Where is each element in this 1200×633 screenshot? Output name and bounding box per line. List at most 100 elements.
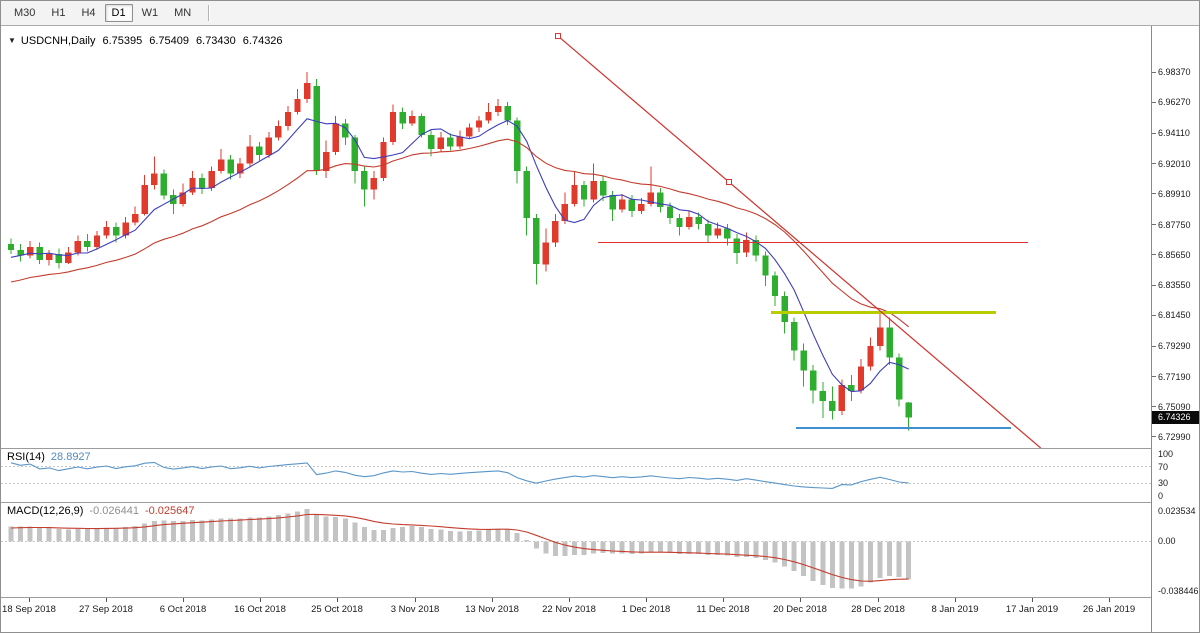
date-axis-tick [106, 598, 107, 602]
date-axis-label: 11 Dec 2018 [696, 604, 750, 615]
macd-axis-label: 0.023534 [1158, 506, 1196, 516]
date-axis-label: 26 Jan 2019 [1082, 604, 1136, 615]
panel-separator[interactable] [1, 448, 1199, 449]
date-axis-label: 17 Jan 2019 [1005, 604, 1059, 615]
price-axis-tick [1152, 345, 1156, 347]
date-axis-tick [260, 598, 261, 602]
date-axis-label: 13 Nov 2018 [465, 604, 519, 615]
toolbar-separator [208, 5, 211, 21]
panel-separator[interactable] [1, 597, 1199, 598]
price-axis-label: 6.94110 [1158, 128, 1190, 139]
ohlc-high-value: 6.75409 [149, 35, 190, 47]
rsi-panel-canvas[interactable] [1, 449, 1151, 502]
date-axis-label: 27 Sep 2018 [79, 604, 133, 615]
price-axis-tick [1152, 314, 1156, 316]
date-axis-label: 22 Nov 2018 [542, 604, 596, 615]
macd-histogram [8, 509, 912, 589]
timeframe-button-d1[interactable]: D1 [104, 4, 133, 22]
timeframe-button-h1[interactable]: H1 [51, 7, 66, 19]
date-axis-tick [337, 598, 338, 602]
date-axis-tick [183, 598, 184, 602]
rsi-value: 28.8927 [50, 451, 91, 463]
macd-panel-canvas[interactable] [1, 503, 1151, 597]
date-axis-label: 8 Jan 2019 [931, 604, 979, 615]
date-axis-label: 3 Nov 2018 [390, 604, 440, 615]
panel-separator[interactable] [1, 502, 1199, 503]
macd-header: MACD(12,26,9) -0.026441 -0.025647 [7, 505, 195, 517]
date-axis-tick [1109, 598, 1110, 602]
trendline-object[interactable] [557, 35, 1042, 448]
price-axis-label: 6.92010 [1158, 158, 1191, 169]
rsi-axis-label: 0 [1158, 491, 1164, 501]
chart-title: ▼ USDCNH,Daily 6.75395 6.75409 6.73430 6.7432… [8, 35, 283, 47]
price-axis-label: 6.83550 [1158, 280, 1191, 291]
date-axis-tick [800, 598, 801, 602]
price-axis-label: 6.75090 [1158, 401, 1191, 412]
price-axis-label: 6.96270 [1158, 97, 1191, 108]
price-axis-tick [1152, 224, 1156, 226]
macd-axis-label: 0.00 [1158, 536, 1176, 547]
candles-layer [7, 72, 912, 431]
timeframe-button-h4[interactable]: H4 [81, 7, 96, 19]
date-axis-label: 25 Oct 2018 [311, 604, 363, 615]
macd-main-value: -0.026441 [89, 505, 139, 517]
date-axis-tick [1032, 598, 1033, 602]
date-axis-tick [29, 598, 30, 602]
price-axis-tick [1152, 376, 1156, 377]
price-axis-tick [1152, 284, 1156, 286]
ma-fast-line [10, 118, 909, 393]
date-axis-label: 16 Oct 2018 [234, 604, 286, 615]
date-axis-tick [878, 598, 879, 602]
date-axis-label: 6 Oct 2018 [159, 604, 207, 615]
price-axis-label: 6.72990 [1158, 431, 1191, 442]
current-price-badge: 6.74326 [1152, 411, 1199, 425]
price-axis-label: 6.89910 [1158, 188, 1191, 199]
price-axis[interactable]: 6.98370 6.96270 6.94110 6.92010 6.89910 6.877… [1151, 26, 1199, 632]
chart-menu-triangle-icon[interactable]: ▼ [8, 36, 16, 45]
date-axis-tick [955, 598, 956, 602]
rsi-axis-label: 30 [1158, 478, 1169, 489]
chart-window: ▼ USDCNH,Daily 6.75395 6.75409 6.73430 6.7432… [1, 26, 1199, 632]
date-axis-tick [492, 598, 493, 602]
trendline-anchor-handle[interactable] [726, 179, 732, 186]
symbol-label: USDCNH,Daily [20, 35, 96, 47]
date-axis-tick [646, 598, 647, 602]
ohlc-open-value: 6.75395 [102, 35, 143, 47]
timeframe-button-w1[interactable]: W1 [141, 7, 159, 19]
price-axis-label: 6.81450 [1158, 310, 1191, 321]
rsi-axis-label: 100 [1158, 449, 1174, 459]
date-axis-tick [569, 598, 570, 602]
price-axis-tick [1152, 163, 1156, 164]
trendline-anchor-handle[interactable] [555, 33, 561, 40]
rsi-line [10, 461, 909, 489]
price-axis-tick [1152, 254, 1156, 256]
price-axis-tick [1152, 71, 1156, 73]
date-axis-tick [415, 598, 416, 602]
date-axis-tick [723, 598, 724, 602]
timeframe-button-m30[interactable]: M30 [14, 7, 36, 19]
date-axis-label: 18 Sep 2018 [2, 604, 56, 615]
timeframe-toolbar: M30 H1 H4 D1 W1 MN [1, 1, 1199, 26]
main-chart-canvas[interactable] [1, 26, 1151, 448]
price-axis-label: 6.98370 [1158, 67, 1191, 77]
macd-axis-label: -0.038446 [1158, 586, 1199, 596]
ma-slow-line [10, 138, 910, 328]
price-axis-tick [1152, 132, 1156, 134]
rsi-header: RSI(14) 28.8927 [7, 451, 91, 463]
price-axis-label: 6.87750 [1158, 219, 1191, 230]
date-axis-label: 20 Dec 2018 [773, 604, 827, 615]
price-axis-label: 6.85650 [1158, 249, 1191, 260]
date-axis-label: 1 Dec 2018 [621, 604, 671, 615]
ohlc-low-value: 6.73430 [196, 35, 236, 47]
date-axis-label: 28 Dec 2018 [851, 604, 905, 615]
macd-signal-value: -0.025647 [144, 505, 195, 517]
price-axis-label: 6.79290 [1158, 341, 1191, 352]
rsi-axis-label: 70 [1158, 461, 1169, 472]
macd-signal-line [10, 513, 909, 582]
price-axis-tick [1152, 101, 1156, 103]
rsi-name: RSI(14) [7, 451, 45, 463]
timeframe-button-mn[interactable]: MN [174, 7, 192, 19]
macd-name: MACD(12,26,9) [7, 505, 84, 517]
price-axis-tick [1152, 193, 1156, 195]
